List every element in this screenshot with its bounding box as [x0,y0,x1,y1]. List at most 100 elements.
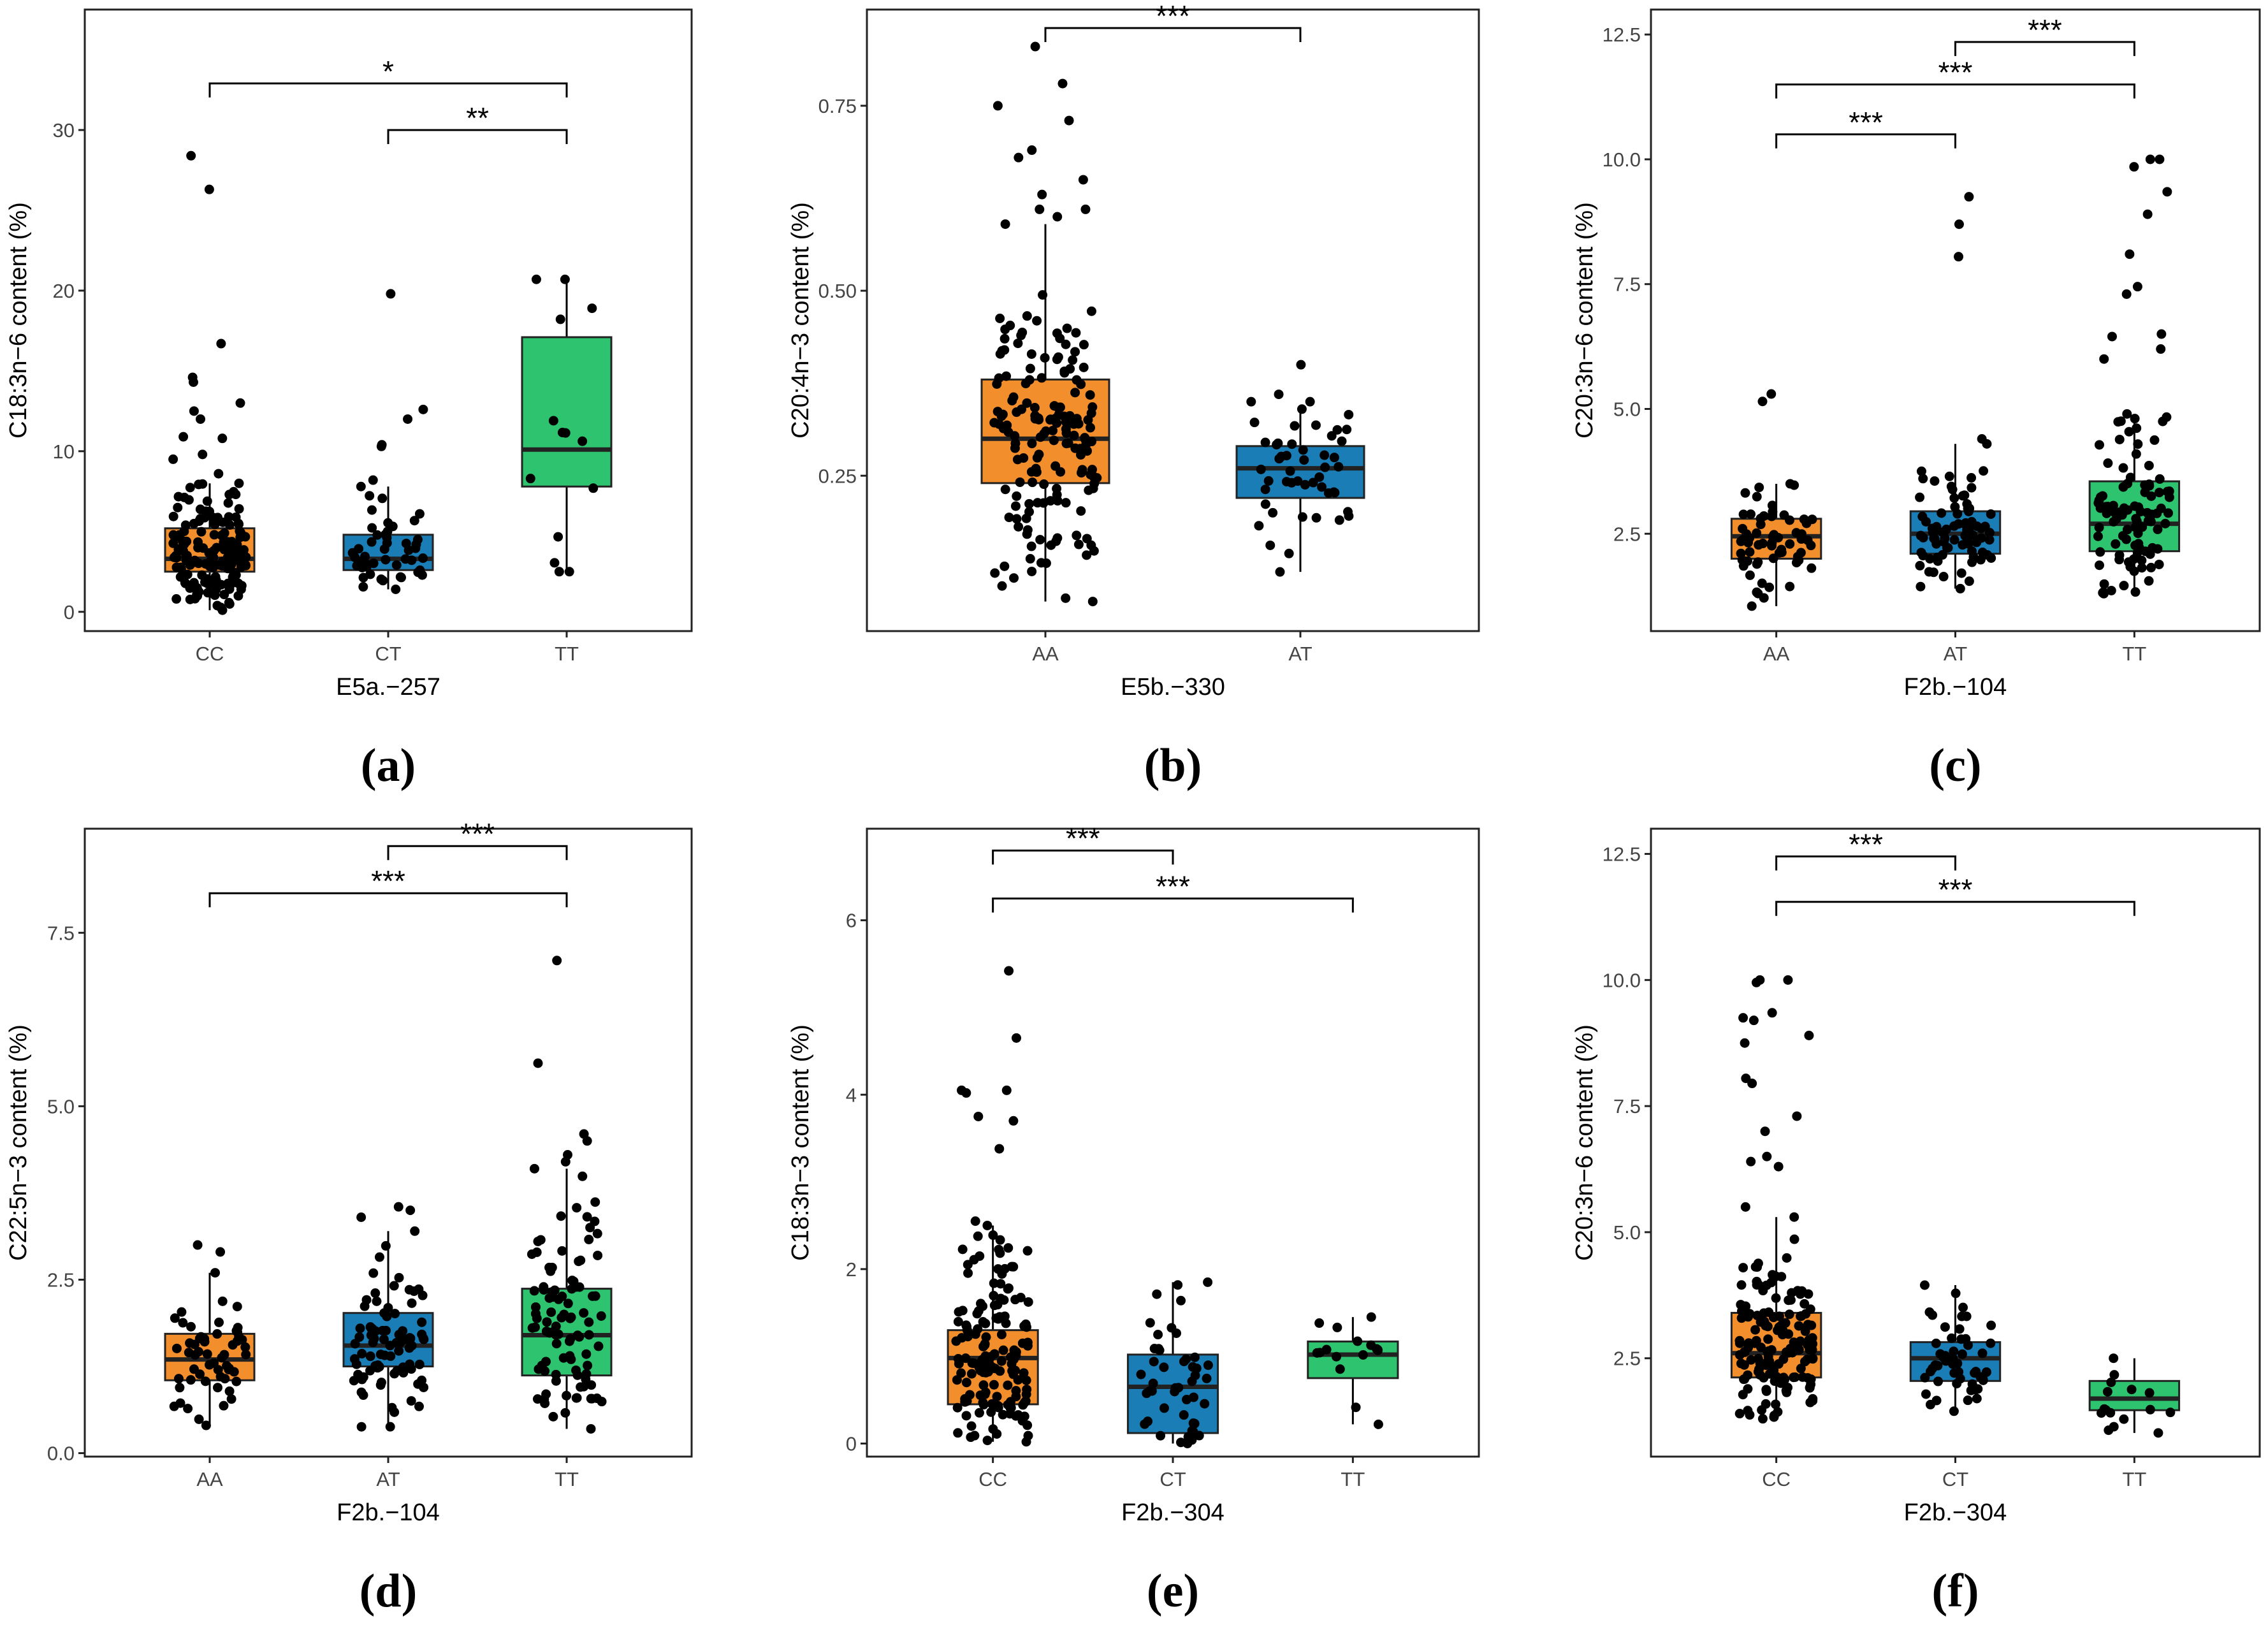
data-point [1963,506,1974,516]
data-point [409,516,419,526]
data-point [1734,1335,1745,1346]
data-point [198,479,208,489]
significance-label: *** [2028,13,2062,47]
data-point [1311,420,1321,430]
data-point [1059,366,1070,376]
data-point [1088,483,1098,493]
x-tick-label: CT [1159,1468,1186,1490]
data-point [391,584,401,594]
data-point [2146,562,2156,572]
data-point [1752,587,1762,597]
data-point [1766,389,1777,399]
data-point [1188,1418,1198,1428]
data-point [1080,433,1090,443]
significance-bracket [1044,27,1302,43]
data-point [1978,1375,1988,1385]
data-point [1040,353,1050,363]
data-point [1260,499,1270,509]
data-point [541,1389,551,1399]
data-point [233,1323,243,1333]
data-point [1334,515,1344,525]
data-point [2106,585,2116,595]
data-point [211,584,221,594]
data-point [1785,539,1795,549]
data-point [1799,514,1809,525]
data-point [393,1202,403,1212]
data-point [1082,550,1092,560]
x-axis-title: E5a.−257 [336,674,440,701]
data-point [175,1398,185,1408]
data-point [1954,1324,1965,1334]
data-point [1930,1360,1940,1371]
data-point [170,532,180,542]
panel-label: (a) [361,739,416,792]
data-point [2104,1425,2114,1436]
data-point [1963,1340,1973,1350]
data-point [1738,509,1748,520]
data-point [1957,1349,1967,1359]
data-point [175,1383,185,1393]
data-point [584,1234,594,1244]
data-point [989,1291,999,1301]
data-point [1932,552,1942,562]
data-point [1937,508,1947,518]
data-point [1773,1407,1783,1417]
significance-bracket [1775,83,2135,99]
data-point [2128,554,2139,564]
data-point [527,1323,537,1333]
data-point [224,584,235,594]
data-point [1963,1395,1973,1406]
data-point [173,1374,184,1384]
data-point [999,1295,1009,1305]
data-point [961,1378,971,1388]
data-point [1785,1344,1796,1354]
data-point [1256,464,1266,474]
data-point [530,1302,541,1312]
data-point [1956,1334,1966,1344]
data-point [2131,449,2141,459]
data-point [1784,1309,1794,1320]
data-point [1984,535,1995,545]
data-point [1061,593,1071,603]
y-tick-label: 10.0 [1603,149,1641,171]
data-point [1052,496,1063,506]
data-point [2099,354,2109,364]
panel-label: (b) [1144,739,1202,792]
data-point [2119,1414,2129,1424]
data-point [1984,528,1995,538]
data-point [1803,1373,1813,1383]
data-point [196,414,206,424]
data-point [1753,1258,1763,1269]
data-point [542,1317,552,1327]
data-point [229,1367,239,1377]
data-point [989,1379,999,1390]
data-point [2158,416,2168,426]
data-point [1966,546,1977,557]
data-point [1300,479,1310,490]
data-point [1960,531,1970,541]
data-point [1019,1368,1029,1378]
y-axis-title: C18:3n−3 content (%) [787,1024,814,1261]
data-point [185,1375,196,1385]
data-point [356,1422,367,1432]
data-point [2110,508,2120,518]
data-point [572,1330,583,1341]
data-point [202,1349,212,1359]
data-point [953,1428,963,1438]
data-point [204,548,214,558]
data-point [217,530,227,541]
data-point [360,1301,370,1311]
data-point [2145,1404,2155,1415]
data-point [1003,1380,1013,1390]
data-point [963,1268,973,1278]
data-point [1966,473,1977,483]
data-point [551,1321,561,1332]
data-point [1030,41,1040,52]
data-point [2119,503,2129,513]
data-point [1049,435,1059,446]
data-point [193,558,203,569]
data-point [1260,437,1270,448]
data-point [986,1407,996,1417]
y-axis-title: C18:3n−6 content (%) [5,202,32,439]
